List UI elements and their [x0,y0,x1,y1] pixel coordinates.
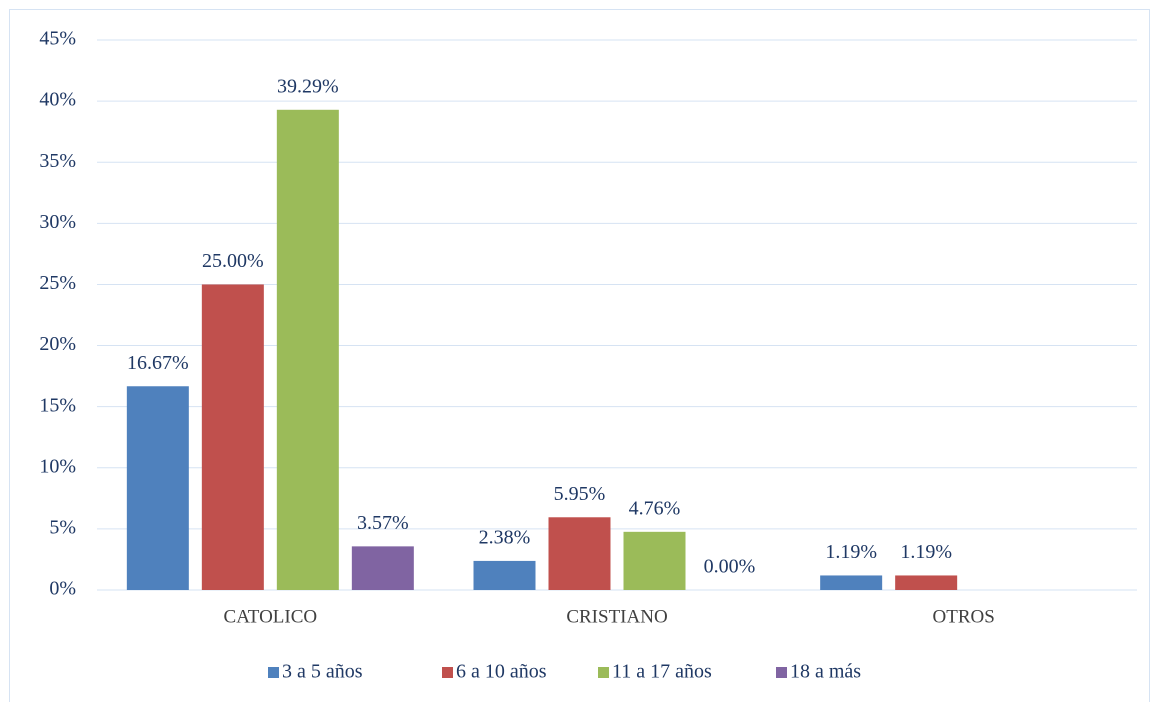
data-label: 2.38% [479,527,531,549]
y-tick-label: 40% [39,89,76,111]
data-label: 3.57% [357,512,409,534]
bar [351,546,414,590]
y-tick-label: 35% [39,150,76,172]
x-tick-label: CRISTIANO [566,606,667,627]
data-label: 1.19% [900,541,952,563]
y-tick-label: 0% [49,578,76,600]
data-label: 0.00% [704,556,756,578]
data-label: 5.95% [554,483,606,505]
bar [623,531,686,590]
data-label: 25.00% [202,250,264,272]
legend-swatch [442,667,453,678]
y-tick-label: 25% [39,272,76,294]
legend-label: 3 a 5 años [282,661,363,683]
y-tick-label: 15% [39,394,76,416]
y-tick-label: 10% [39,455,76,477]
legend-label: 6 a 10 años [456,661,547,683]
legend-label: 11 a 17 años [612,661,712,683]
data-label: 39.29% [277,75,339,97]
bar [473,560,536,590]
y-tick-label: 45% [39,28,76,50]
bar [126,386,189,590]
bar [276,109,339,591]
bar [895,575,958,590]
y-tick-label: 5% [49,516,76,538]
bar [201,284,264,590]
data-label: 16.67% [127,352,189,374]
x-tick-label: OTROS [933,606,995,627]
data-label: 4.76% [629,497,681,519]
x-tick-label: CATOLICO [224,606,318,627]
bar [548,517,611,590]
legend-swatch [268,667,279,678]
bar [820,575,883,590]
y-tick-label: 30% [39,211,76,233]
legend-swatch [598,667,609,678]
legend-label: 18 a más [790,661,861,683]
data-label: 1.19% [825,541,877,563]
y-tick-label: 20% [39,333,76,355]
legend-swatch [776,667,787,678]
